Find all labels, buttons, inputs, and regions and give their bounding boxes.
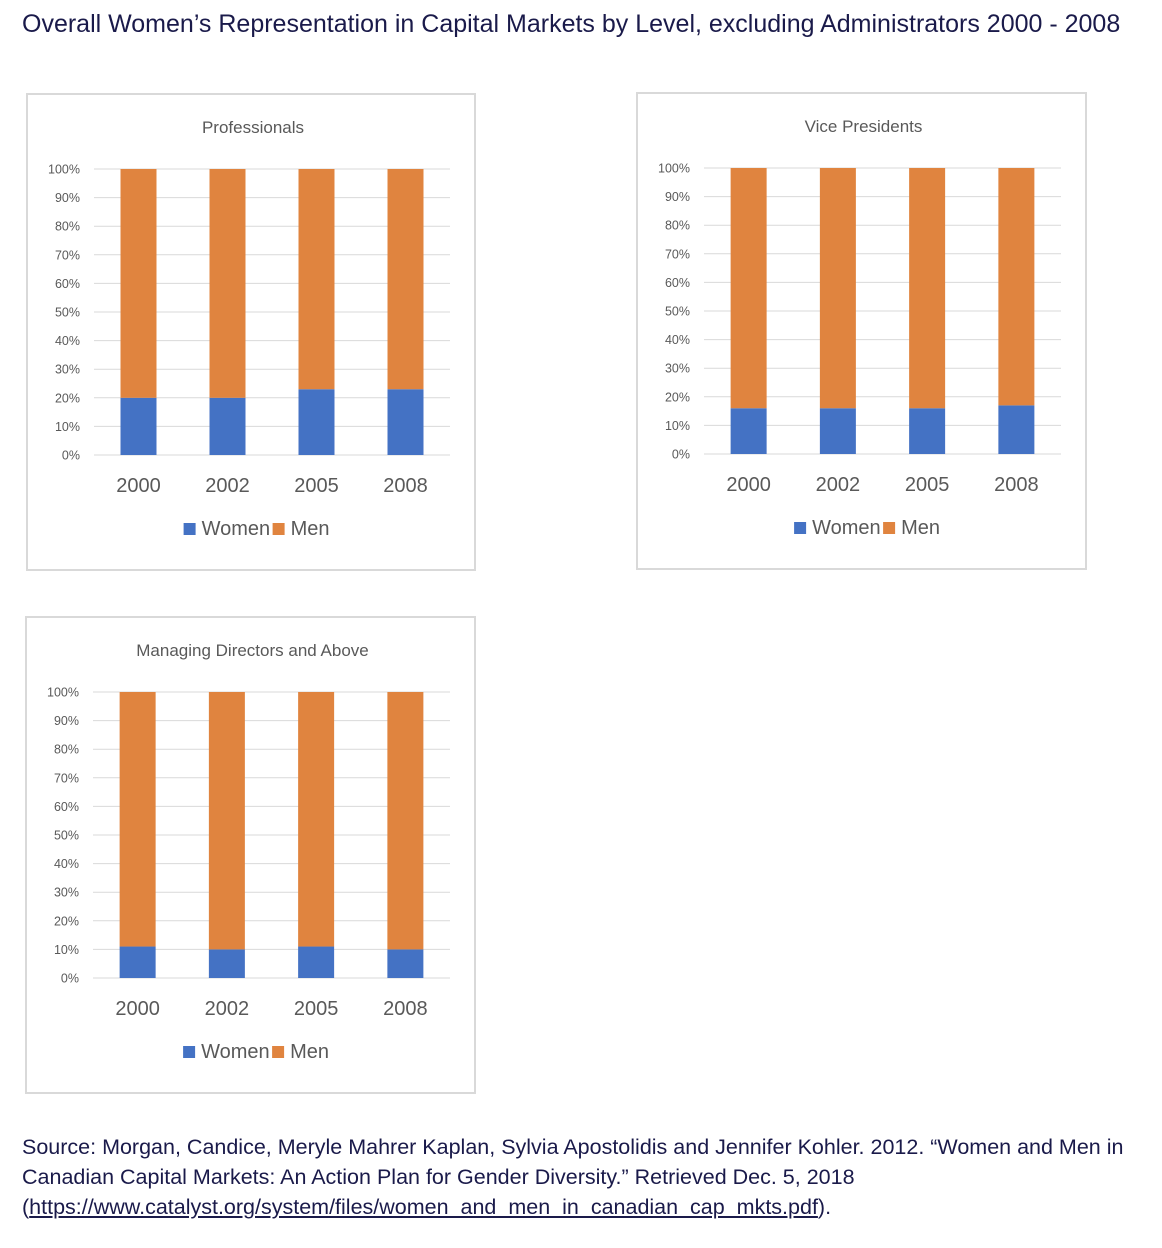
y-tick-label: 50% <box>54 829 79 843</box>
y-tick-label: 90% <box>55 191 80 205</box>
y-tick-label: 70% <box>665 247 690 261</box>
x-tick-label: 2008 <box>383 998 428 1020</box>
y-tick-label: 80% <box>55 220 80 234</box>
legend-swatch-men <box>883 522 896 534</box>
legend-swatch-women <box>183 523 196 535</box>
x-tick-label: 2002 <box>816 474 861 496</box>
x-tick-label: 2002 <box>205 998 250 1020</box>
chart-managing-directors-svg: Managing Directors and Above 0% 10% 20% 30% 4… <box>47 641 450 1063</box>
y-tick-label: 0% <box>62 449 80 463</box>
bar-men-2005 <box>909 168 946 409</box>
bar-men-2005 <box>298 169 335 390</box>
x-tick-label: 2000 <box>115 998 160 1020</box>
y-tick-label: 30% <box>54 886 79 900</box>
bar-women-2000 <box>730 408 767 454</box>
source-text: Source: Morgan, Candice, Meryle Mahrer K… <box>22 1135 1124 1219</box>
bar-men-2008 <box>387 692 424 950</box>
x-tick-label: 2000 <box>116 475 161 497</box>
x-tick-label: 2000 <box>726 474 771 496</box>
x-tick-label: 2005 <box>905 474 950 496</box>
legend-label-women: Women <box>202 518 271 540</box>
bar-men-2000 <box>120 169 157 398</box>
y-tick-label: 70% <box>55 248 80 262</box>
legend-label-men: Men <box>901 517 940 539</box>
y-tick-label: 0% <box>61 972 79 986</box>
x-tick-label: 2002 <box>205 475 250 497</box>
legend-label-women: Women <box>812 517 881 539</box>
y-tick-label: 60% <box>55 277 80 291</box>
bar-women-2008 <box>387 949 424 978</box>
x-tick-label: 2005 <box>294 998 339 1020</box>
legend-swatch-women <box>794 522 807 534</box>
x-tick-label: 2008 <box>383 475 428 497</box>
y-tick-label: 100% <box>658 162 690 176</box>
chart-professionals: Professionals 0% 10% 20% 30% 40% 50% 60% 70% 80% 9… <box>26 93 476 571</box>
x-tick-label: 2008 <box>994 474 1039 496</box>
y-tick-label: 100% <box>48 163 80 177</box>
source-text-end: ). <box>817 1195 832 1219</box>
bar-women-2000 <box>120 397 157 455</box>
bar-men-2002 <box>208 692 245 950</box>
bar-men-2008 <box>387 169 424 390</box>
bar-men-2000 <box>119 692 156 947</box>
legend-label-men: Men <box>291 518 330 540</box>
chart-title: Managing Directors and Above <box>136 641 368 660</box>
y-tick-label: 40% <box>54 857 79 871</box>
y-tick-label: 0% <box>672 448 690 462</box>
bar-women-2005 <box>909 408 946 454</box>
y-tick-label: 80% <box>54 743 79 757</box>
bar-men-2002 <box>209 169 246 398</box>
legend-swatch-men <box>272 523 285 535</box>
y-tick-label: 50% <box>55 306 80 320</box>
y-tick-label: 40% <box>665 333 690 347</box>
bar-women-2002 <box>819 408 856 454</box>
y-tick-label: 10% <box>55 420 80 434</box>
bar-men-2008 <box>998 168 1035 406</box>
chart-vice-presidents-svg: Vice Presidents 0% 10% 20% 30% 40% 50% 60% 70% 80… <box>658 117 1061 539</box>
y-tick-label: 60% <box>54 800 79 814</box>
bar-women-2000 <box>119 946 156 978</box>
chart-vice-presidents: Vice Presidents 0% 10% 20% 30% 40% 50% 60% 70% 80… <box>636 92 1087 570</box>
bar-men-2005 <box>298 692 335 947</box>
y-tick-label: 70% <box>54 771 79 785</box>
x-tick-label: 2005 <box>294 475 339 497</box>
y-tick-label: 20% <box>54 914 79 928</box>
source-link[interactable]: https://www.catalyst.org/system/files/wo… <box>29 1195 818 1219</box>
chart-professionals-svg: Professionals 0% 10% 20% 30% 40% 50% 60% 70% 80% 9… <box>48 118 450 540</box>
y-tick-label: 90% <box>54 714 79 728</box>
chart-title: Professionals <box>202 118 304 137</box>
chart-managing-directors: Managing Directors and Above 0% 10% 20% 30% 4… <box>25 616 476 1094</box>
y-tick-label: 30% <box>665 362 690 376</box>
y-tick-label: 40% <box>55 334 80 348</box>
y-tick-label: 10% <box>665 419 690 433</box>
page-title: Overall Women’s Representation in Capita… <box>22 10 1121 38</box>
bar-women-2005 <box>298 389 335 455</box>
legend-swatch-women <box>183 1046 196 1058</box>
legend-swatch-men <box>272 1046 285 1058</box>
bar-women-2002 <box>208 949 245 978</box>
y-tick-label: 50% <box>665 305 690 319</box>
y-tick-label: 90% <box>665 190 690 204</box>
bar-women-2008 <box>387 389 424 455</box>
chart-title: Vice Presidents <box>805 117 923 136</box>
y-tick-label: 30% <box>55 363 80 377</box>
bar-men-2002 <box>819 168 856 409</box>
y-tick-label: 20% <box>55 391 80 405</box>
y-tick-label: 10% <box>54 943 79 957</box>
bar-women-2002 <box>209 397 246 455</box>
bar-men-2000 <box>730 168 767 409</box>
source-citation: Source: Morgan, Candice, Meryle Mahrer K… <box>22 1132 1152 1222</box>
y-tick-label: 20% <box>665 390 690 404</box>
y-tick-label: 80% <box>665 219 690 233</box>
bar-women-2005 <box>298 946 335 978</box>
y-tick-label: 60% <box>665 276 690 290</box>
legend-label-men: Men <box>290 1041 329 1063</box>
bar-women-2008 <box>998 405 1035 454</box>
legend-label-women: Women <box>201 1041 270 1063</box>
y-tick-label: 100% <box>47 686 79 700</box>
